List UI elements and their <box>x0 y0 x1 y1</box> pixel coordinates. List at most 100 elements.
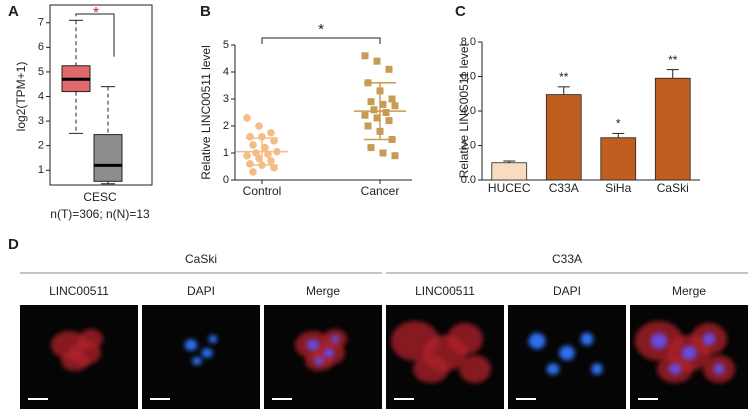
point <box>249 141 257 149</box>
panel-label: A <box>8 3 19 20</box>
red-stain <box>61 351 89 371</box>
point <box>391 152 399 160</box>
point <box>391 102 399 110</box>
significance: * <box>93 5 99 22</box>
panel-label: B <box>200 3 211 20</box>
y-tick-label: 2 <box>38 140 44 152</box>
nucleus <box>681 345 697 361</box>
y-axis-label: Relative LINC00511 level <box>199 45 213 180</box>
point <box>255 122 263 130</box>
x-label: CESC <box>83 190 117 204</box>
y-tick-label: 2 <box>223 120 229 132</box>
nucleus <box>323 348 335 358</box>
nucleus <box>702 332 716 346</box>
y-tick-label: 3 <box>223 93 229 105</box>
point <box>385 117 393 125</box>
nucleus <box>580 332 594 346</box>
point <box>361 111 369 119</box>
point <box>361 52 369 60</box>
panel-label: D <box>8 236 19 253</box>
nucleus <box>713 363 725 375</box>
bar <box>654 77 691 181</box>
nucleus <box>559 345 575 361</box>
y-tick-label: 3 <box>38 115 44 127</box>
point <box>379 149 387 157</box>
significance: ** <box>559 70 569 84</box>
column-label: LINC00511 <box>49 284 109 298</box>
point <box>373 114 381 122</box>
group-label: C33A <box>552 252 582 266</box>
x-tick-label: Cancer <box>361 184 400 198</box>
y-tick-label: 6.0 <box>461 70 476 82</box>
y-tick-label: 1 <box>223 147 229 159</box>
y-tick-label: 2.0 <box>461 139 476 151</box>
significance: * <box>318 21 324 38</box>
group-label: CaSki <box>185 252 217 266</box>
column-label: DAPI <box>553 284 581 298</box>
x-tick-label: Control <box>243 184 282 198</box>
point <box>270 164 278 172</box>
point <box>246 133 254 141</box>
point <box>364 122 372 130</box>
micrograph <box>142 305 260 409</box>
point <box>385 65 393 73</box>
y-tick-label: 6 <box>38 41 44 53</box>
nucleus <box>546 363 560 375</box>
significance-bracket <box>75 13 115 57</box>
column-label: LINC00511 <box>415 284 475 298</box>
y-tick-label: 4 <box>38 90 44 102</box>
y-tick-label: 5 <box>38 66 44 78</box>
nucleus <box>330 335 340 343</box>
panel-label: C <box>455 3 466 20</box>
point <box>370 106 378 114</box>
x-tick-label: C33A <box>549 181 579 195</box>
x-tick-label: HUCEC <box>488 181 531 195</box>
red-stain <box>447 323 483 355</box>
y-tick-label: 4 <box>223 66 229 78</box>
point <box>255 154 263 163</box>
point <box>388 95 396 103</box>
point <box>367 98 375 106</box>
point <box>367 144 375 152</box>
bar <box>545 94 582 181</box>
nucleus <box>184 339 198 351</box>
red-stain <box>459 355 491 383</box>
nucleus <box>528 333 546 349</box>
point <box>267 128 275 137</box>
nucleus <box>314 357 324 365</box>
y-tick-label: 8.0 <box>461 36 476 48</box>
column-label: Merge <box>672 284 706 298</box>
plot-frame <box>49 4 153 186</box>
significance: ** <box>668 53 678 67</box>
significance-bracket <box>261 37 381 44</box>
box <box>93 134 123 182</box>
point <box>246 160 254 168</box>
bar <box>491 162 528 181</box>
nucleus <box>650 333 668 349</box>
red-stain <box>79 329 103 349</box>
column-label: DAPI <box>187 284 215 298</box>
red-stain <box>413 355 449 383</box>
y-tick-label: 5 <box>223 39 229 51</box>
point <box>243 114 251 122</box>
point <box>264 150 272 159</box>
x-tick-label: SiHa <box>605 181 631 195</box>
nucleus <box>192 357 202 365</box>
significance: * <box>616 117 621 131</box>
nucleus <box>201 348 213 358</box>
nucleus <box>591 363 603 375</box>
bar <box>600 137 637 181</box>
point <box>373 57 381 65</box>
y-tick-label: 7 <box>38 17 44 29</box>
y-tick-label: 1 <box>38 164 44 176</box>
nucleus <box>208 335 218 343</box>
column-label: Merge <box>306 284 340 298</box>
sample-note: n(T)=306; n(N)=13 <box>50 207 150 221</box>
y-tick-label: 0.0 <box>461 174 476 186</box>
y-axis-label: log2(TPM+1) <box>14 62 28 132</box>
point <box>249 168 257 176</box>
y-tick-label: 0 <box>223 174 229 186</box>
point <box>379 100 387 108</box>
point <box>267 157 275 165</box>
